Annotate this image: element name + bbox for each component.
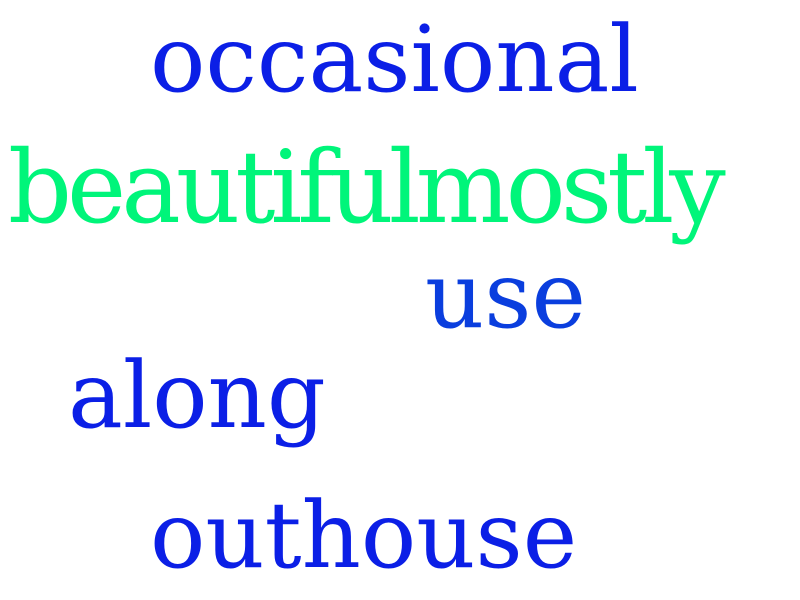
- word-use: use: [425, 242, 586, 349]
- word-beautifulmostly: beautifulmostly: [8, 129, 726, 246]
- word-occasional: occasional: [150, 6, 639, 113]
- word-along: along: [68, 342, 326, 449]
- word-outhouse: outhouse: [150, 482, 578, 589]
